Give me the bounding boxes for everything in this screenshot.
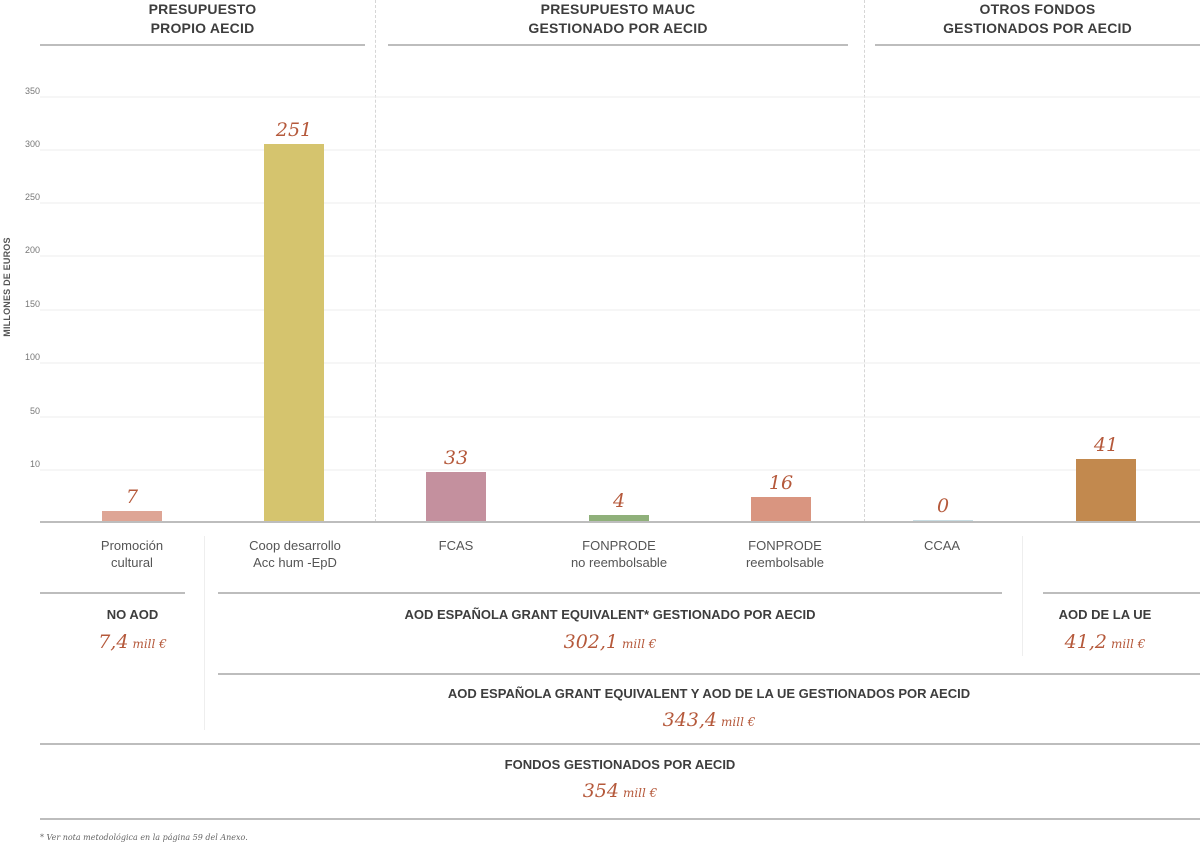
section-divider-2	[864, 0, 865, 522]
category-label-line1: Coop desarrollo	[249, 538, 341, 553]
fondos-value: 354 mill €	[40, 780, 1200, 802]
fondos-title: FONDOS GESTIONADOS POR AECID	[504, 757, 736, 772]
category-label-fonprode-noreemb: FONPRODE no reembolsable	[544, 537, 694, 571]
section-underline-propio	[40, 44, 365, 46]
aod-grant-line	[218, 592, 1002, 594]
footnote: * Ver nota metodológica en la página 59 …	[40, 833, 248, 842]
no-aod-line	[40, 592, 185, 594]
y-tick-label: 100	[25, 352, 40, 362]
aod-ue-title: AOD DE LA UE	[1058, 607, 1152, 622]
category-label-promocion: Promoción cultural	[57, 537, 207, 571]
aod-ue-unit: mill €	[1110, 637, 1146, 651]
no-aod-number: 7,4	[98, 631, 129, 653]
section-title-propio: PRESUPUESTO PROPIO AECID	[40, 0, 365, 38]
bar	[426, 472, 486, 522]
bar	[589, 515, 649, 522]
bar-value-label: 251	[275, 119, 312, 141]
category-label-coop: Coop desarrollo Acc hum -EpD	[220, 537, 370, 571]
fondos-unit: mill €	[622, 786, 658, 800]
category-label-line1: FONPRODE	[582, 538, 656, 553]
bar	[102, 511, 162, 522]
section-underline-otros	[875, 44, 1200, 46]
category-label-fonprode-reemb: FONPRODE reembolsable	[710, 537, 860, 571]
section-title-propio-line2: PROPIO AECID	[150, 20, 255, 36]
no-aod-unit: mill €	[132, 637, 167, 651]
aod-total-value: 343,4 mill €	[218, 709, 1200, 731]
category-label-line1: Promoción	[100, 538, 164, 553]
section-title-mauc-line1: PRESUPUESTO MAUC	[540, 1, 696, 17]
section-title-otros-line1: OTROS FONDOS	[979, 1, 1096, 17]
bar-value-label: 0	[937, 495, 949, 517]
y-tick-label: 250	[25, 192, 40, 202]
bar-chart: 10 50 100 150 200 250 300 350 7 251 33 4 16 0 41	[25, 86, 1200, 523]
bar-value-label: 33	[444, 447, 468, 469]
y-tick-label: 200	[25, 245, 40, 255]
fondos-number: 354	[582, 780, 619, 802]
aod-ue-line	[1043, 592, 1200, 594]
no-aod-title: NO AOD	[106, 607, 159, 622]
aod-total-number: 343,4	[662, 709, 718, 731]
section-title-otros-line2: GESTIONADOS POR AECID	[943, 20, 1132, 36]
section-title-mauc-line2: GESTIONADO POR AECID	[528, 20, 708, 36]
category-label-fcas: FCAS	[381, 537, 531, 554]
section-divider-1	[375, 0, 376, 522]
bar	[751, 497, 811, 522]
category-label-line1: CCAA	[923, 538, 961, 553]
bar	[264, 144, 324, 522]
bars	[102, 144, 1136, 522]
aod-total-line	[218, 673, 1200, 675]
aod-ue-value: 41,2 mill €	[1030, 631, 1180, 653]
bar-value-label: 16	[769, 472, 793, 494]
category-label-line2: cultural	[111, 555, 153, 570]
y-tick-label: 350	[25, 86, 40, 96]
aod-total-title: AOD ESPAÑOLA GRANT EQUIVALENT Y AOD DE L…	[447, 686, 971, 701]
y-tick-label: 10	[30, 459, 40, 469]
aod-grant-value: 302,1 mill €	[218, 631, 1002, 653]
y-tick-label: 50	[30, 406, 40, 416]
section-title-propio-line1: PRESUPUESTO	[148, 1, 257, 17]
gridlines	[40, 96, 1200, 471]
aod-grant-title: AOD ESPAÑOLA GRANT EQUIVALENT* GESTIONAD…	[404, 607, 816, 622]
y-tick-label: 300	[25, 139, 40, 149]
category-label-line2: no reembolsable	[570, 555, 668, 570]
bar	[1076, 459, 1136, 522]
category-label-ccaa: CCAA	[867, 537, 1017, 554]
lower-divider-left	[204, 536, 205, 730]
y-tick-label: 150	[25, 299, 40, 309]
bar-value-label: 41	[1093, 434, 1118, 456]
aod-total-unit: mill €	[721, 715, 756, 729]
y-tick-labels: 10 50 100 150 200 250 300 350	[25, 86, 40, 469]
no-aod-value: 7,4 mill €	[40, 631, 225, 653]
category-label-line2: Acc hum -EpD	[253, 555, 337, 570]
lower-divider-right	[1022, 536, 1023, 656]
bottom-line	[40, 818, 1200, 820]
aod-ue-number: 41,2	[1064, 631, 1107, 653]
category-label-line1: FONPRODE	[748, 538, 822, 553]
category-label-line1: FCAS	[438, 538, 474, 553]
section-title-otros: OTROS FONDOS GESTIONADOS POR AECID	[875, 0, 1200, 38]
aod-grant-unit: mill €	[622, 637, 657, 651]
bar-value-label: 4	[612, 490, 625, 512]
bar-value-label: 7	[126, 486, 139, 508]
fondos-line	[40, 743, 1200, 745]
category-label-line2: reembolsable	[745, 555, 825, 570]
section-title-mauc: PRESUPUESTO MAUC GESTIONADO POR AECID	[388, 0, 848, 38]
aod-grant-number: 302,1	[563, 631, 619, 653]
bar-value-labels: 7 251 33 4 16 0 41	[126, 119, 1118, 517]
section-underline-mauc	[388, 44, 848, 46]
